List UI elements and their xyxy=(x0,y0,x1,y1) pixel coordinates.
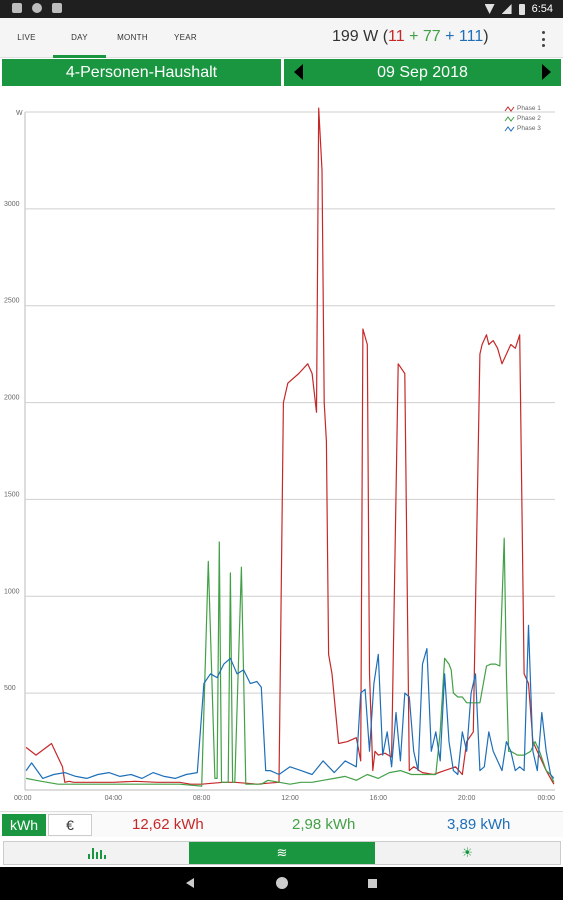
power-total: 199 W ( xyxy=(332,28,389,45)
tab-line-chart[interactable]: ≋ xyxy=(189,842,375,864)
y-tick-label: 3000 xyxy=(4,201,20,208)
tab-solar[interactable]: ☀ xyxy=(374,842,560,864)
x-tick-label: 16:00 xyxy=(370,795,388,802)
series-line-phase-2 xyxy=(25,537,555,787)
legend-swatch xyxy=(504,116,515,122)
y-tick-label: 1500 xyxy=(4,491,20,498)
x-tick-label: 12:00 xyxy=(281,795,299,802)
legend-swatch xyxy=(504,106,515,112)
power-phase2: 77 xyxy=(422,28,441,45)
battery-icon xyxy=(518,3,525,15)
status-bar: 6:54 xyxy=(0,0,563,18)
system-nav-bar xyxy=(0,867,563,900)
tab-live[interactable]: LIVE xyxy=(17,33,36,42)
sun-icon: ☀ xyxy=(461,845,474,860)
app-bar: LIVE DAY MONTH YEAR 199 W (11 + 77 + 111… xyxy=(0,18,563,58)
phase1-energy: 12,62 kWh xyxy=(132,816,204,833)
live-power-readout: 199 W (11 + 77 + 111) xyxy=(332,28,489,46)
series-line-phase-1 xyxy=(25,107,555,785)
status-time: 6:54 xyxy=(531,3,553,15)
legend-label: Phase 2 xyxy=(517,115,541,122)
wave-icon: ≋ xyxy=(276,845,288,860)
sync-icon xyxy=(32,3,42,13)
period-tabs: LIVE DAY MONTH YEAR xyxy=(0,18,212,58)
power-phase1: 11 xyxy=(388,28,405,45)
x-tick-label: 08:00 xyxy=(193,795,211,802)
home-icon[interactable] xyxy=(276,877,288,889)
view-tabs: ≋ ☀ xyxy=(3,841,561,865)
tab-day[interactable]: DAY xyxy=(53,18,106,58)
phase3-energy: 3,89 kWh xyxy=(447,816,511,833)
notification-icons xyxy=(12,3,62,13)
y-tick-label: 500 xyxy=(4,685,16,692)
x-tick-label: 00:00 xyxy=(537,795,555,802)
next-day-icon[interactable] xyxy=(533,59,561,86)
bar-chart-icon xyxy=(87,847,106,859)
signal-icon xyxy=(501,4,512,14)
y-unit-label: W xyxy=(16,110,23,117)
x-tick-label: 00:00 xyxy=(14,795,32,802)
tab-year[interactable]: YEAR xyxy=(174,33,197,42)
y-tick-label: 1000 xyxy=(4,588,20,595)
legend-label: Phase 3 xyxy=(517,125,541,132)
series-line-phase-3 xyxy=(25,624,555,780)
power-close: ) xyxy=(483,28,489,45)
power-plus2: + xyxy=(440,28,459,45)
current-date: 09 Sep 2018 xyxy=(377,64,468,81)
x-tick-label: 20:00 xyxy=(458,795,476,802)
power-plus1: + xyxy=(404,28,423,45)
x-tick-label: 04:00 xyxy=(105,795,123,802)
wifi-icon xyxy=(484,4,495,14)
legend-label: Phase 1 xyxy=(517,105,541,112)
phase2-energy: 2,98 kWh xyxy=(292,816,356,833)
notification-icon xyxy=(12,3,22,13)
unit-kwh-button[interactable]: kWh xyxy=(2,814,46,836)
back-icon[interactable] xyxy=(186,878,194,888)
y-tick-label: 2500 xyxy=(4,298,20,305)
y-tick-label: 2000 xyxy=(4,395,20,402)
unit-euro-button[interactable]: € xyxy=(48,814,92,836)
system-icons: 6:54 xyxy=(484,3,553,15)
tab-bar-chart[interactable] xyxy=(4,842,190,864)
previous-day-icon[interactable] xyxy=(284,59,312,86)
tab-month[interactable]: MONTH xyxy=(117,33,148,42)
power-phase3: 111 xyxy=(458,28,484,45)
date-navigator: 09 Sep 2018 xyxy=(284,59,561,86)
household-profile-button[interactable]: 4-Personen-Haushalt xyxy=(2,59,281,86)
legend-swatch xyxy=(504,126,515,132)
power-chart: 500 1000 1500 2000 2500 3000 W 00:00 04:00 08:00 1… xyxy=(4,105,555,802)
energy-summary: kWh € 12,62 kWh 2,98 kWh 3,89 kWh xyxy=(0,811,563,837)
sd-card-icon xyxy=(52,3,62,13)
overflow-menu-icon[interactable] xyxy=(537,29,549,49)
recents-icon[interactable] xyxy=(368,879,377,888)
